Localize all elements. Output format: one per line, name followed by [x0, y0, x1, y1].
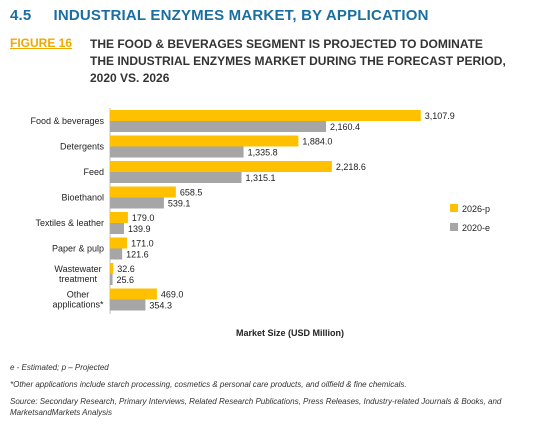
value-label-2020-e-bioethanol: 539.1 — [168, 199, 191, 209]
value-label-2026-p-paper-pulp: 171.0 — [131, 239, 154, 249]
bar-2026-p-textiles-leather — [110, 212, 128, 223]
value-label-2020-e-detergents: 1,335.8 — [248, 148, 278, 158]
bar-2026-p-food-beverages — [110, 110, 421, 121]
section-number: 4.5 — [10, 7, 32, 24]
category-label-textiles-leather: Textiles & leather — [35, 218, 104, 228]
bar-2026-p-feed — [110, 161, 332, 172]
bar-2020-e-detergents — [110, 146, 244, 158]
value-label-2026-p-feed: 2,218.6 — [336, 162, 366, 172]
value-label-2026-p-food-beverages: 3,107.9 — [425, 111, 455, 121]
abbreviation-note: e - Estimated; p – Projected — [10, 363, 109, 372]
bar-2020-e-wastewater-treatment — [110, 274, 113, 285]
category-label-feed: Feed — [83, 167, 104, 177]
bar-2026-p-detergents — [110, 135, 299, 147]
value-label-2026-p-detergents: 1,884.0 — [302, 137, 332, 147]
category-label-wastewater-treatment: Wastewater treatment — [54, 264, 101, 284]
category-label-other-applications: Other applications* — [52, 290, 104, 310]
category-label-paper-pulp: Paper & pulp — [52, 244, 104, 254]
bar-2020-e-bioethanol — [110, 197, 164, 209]
bar-2020-e-food-beverages — [110, 121, 327, 132]
value-label-2026-p-textiles-leather: 179.0 — [132, 213, 155, 223]
value-label-2026-p-bioethanol: 658.5 — [180, 188, 203, 198]
x-axis-title: Market Size (USD Million) — [236, 328, 344, 338]
legend-swatch-2026-p — [450, 204, 458, 212]
category-label-food-beverages: Food & beverages — [30, 116, 104, 126]
legend-swatch-2020-e — [450, 223, 458, 231]
bar-2020-e-other-applications — [110, 299, 146, 311]
value-label-2020-e-wastewater-treatment: 25.6 — [117, 275, 135, 285]
section-title: INDUSTRIAL ENZYMES MARKET, BY APPLICATIO… — [53, 7, 429, 24]
legend-label-2020-e: 2020-e — [462, 223, 490, 233]
bar-2026-p-other-applications — [110, 288, 157, 300]
bar-2020-e-paper-pulp — [110, 248, 123, 260]
value-label-2020-e-textiles-leather: 139.9 — [128, 224, 151, 234]
bar-2020-e-textiles-leather — [110, 223, 124, 234]
value-label-2020-e-food-beverages: 2,160.4 — [330, 122, 360, 132]
legend-label-2026-p: 2026-p — [462, 204, 490, 214]
bar-2026-p-bioethanol — [110, 186, 176, 198]
figure-label: FIGURE 16 — [10, 36, 73, 50]
value-label-2020-e-other-applications: 354.3 — [149, 301, 172, 311]
footnote: *Other applications include starch proce… — [10, 380, 407, 389]
source-note: Source: Secondary Research, Primary Inte… — [10, 397, 502, 417]
value-label-2026-p-other-applications: 469.0 — [161, 290, 184, 300]
category-label-detergents: Detergents — [60, 142, 105, 152]
value-label-2020-e-paper-pulp: 121.6 — [126, 250, 149, 260]
bar-2026-p-paper-pulp — [110, 237, 128, 249]
category-label-bioethanol: Bioethanol — [61, 193, 104, 203]
bar-2026-p-wastewater-treatment — [110, 263, 114, 274]
bar-2020-e-feed — [110, 172, 242, 183]
value-label-2020-e-feed: 1,315.1 — [246, 173, 276, 183]
figure-title: THE FOOD & BEVERAGES SEGMENT IS PROJECTE… — [90, 37, 506, 85]
section-heading: 4.5 INDUSTRIAL ENZYMES MARKET, BY APPLIC… — [10, 7, 429, 24]
value-label-2026-p-wastewater-treatment: 32.6 — [117, 264, 135, 274]
